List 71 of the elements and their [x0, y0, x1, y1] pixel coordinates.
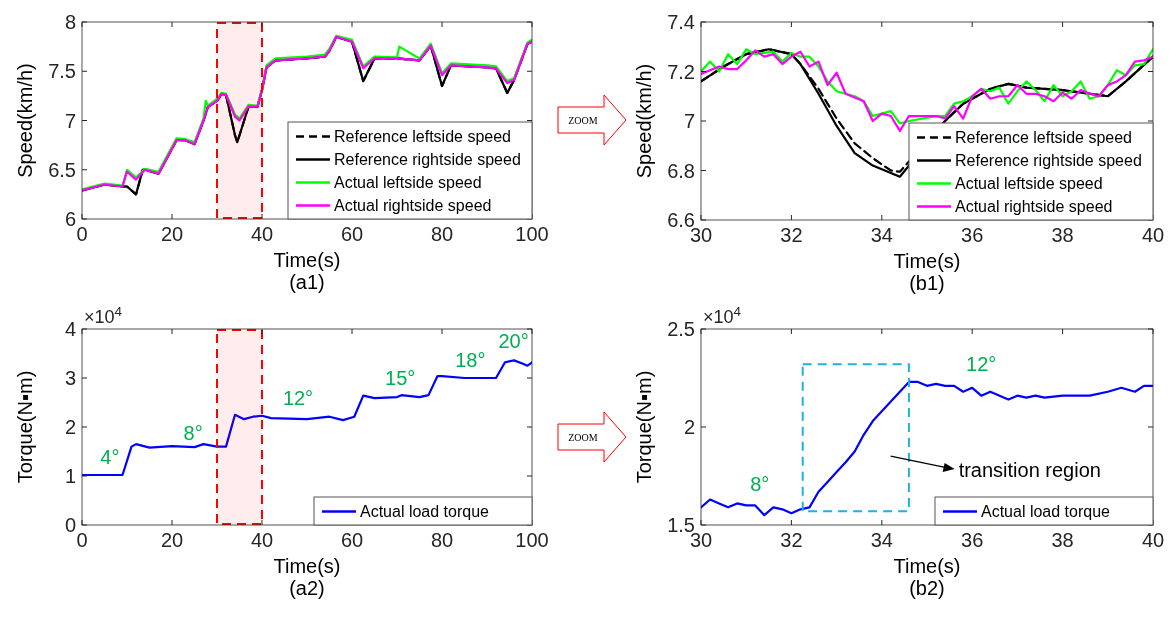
x-tick-label: 40: [250, 529, 274, 551]
y-tick-label: 2: [64, 416, 76, 438]
x-tick-label: 80: [430, 223, 454, 245]
y-axis-title: Speed(km/h): [633, 63, 655, 179]
text: (b2): [909, 577, 945, 599]
x-axis-title: Time(s): [273, 249, 341, 271]
text: (a2): [289, 577, 325, 599]
text: (a1): [289, 271, 325, 293]
y-tick-label: 6: [64, 208, 76, 230]
y-axis-title: Speed(km/h): [14, 63, 36, 178]
x-tick-label: 60: [340, 529, 364, 551]
y-tick-label: 1: [64, 465, 76, 487]
x-tick-label: 36: [961, 529, 984, 551]
y-tick-label: 7.5: [48, 60, 76, 83]
annotation: 4°: [100, 445, 120, 468]
x-tick-label: 34: [870, 529, 893, 551]
legend-label: Actual rightside speed: [334, 197, 492, 215]
x-tick-label: 34: [870, 224, 893, 246]
x-tick-label: 40: [250, 223, 274, 245]
x-tick-label: 20: [160, 529, 184, 551]
x-tick-label: 60: [340, 223, 364, 245]
y-tick-label: 6.5: [48, 158, 76, 181]
chart-subtitle: ×10$^{4}$: [84, 303, 123, 327]
legend-label: Reference rightside speed: [955, 152, 1142, 170]
y-tick-label: 0: [64, 514, 76, 536]
legend-label: Reference rightside speed: [334, 151, 521, 169]
chart-subtitle: ×10$^{4}$: [703, 303, 742, 327]
x-tick-label: 36: [961, 224, 984, 246]
x-axis-title: Time(s): [273, 555, 341, 577]
annotation: 15°: [385, 367, 416, 389]
legend-label: Reference leftside speed: [955, 129, 1132, 147]
x-tick-label: 32: [780, 529, 803, 551]
x-axis-title: Time(s): [893, 250, 961, 272]
annotation: 20°: [498, 330, 529, 353]
legend-label: Actual load torque: [360, 503, 490, 521]
x-tick-label: 40: [1141, 224, 1165, 246]
y-tick-label: 2: [683, 416, 695, 438]
legend-label: Actual leftside speed: [334, 174, 482, 192]
y-tick-label: 8: [64, 11, 76, 33]
x-tick-label: 32: [780, 224, 803, 246]
y-tick-label: 7: [64, 109, 76, 132]
text: ZOOM: [568, 115, 598, 126]
x-tick-label: 20: [160, 223, 184, 245]
y-tick-label: 2.5: [667, 318, 695, 340]
text: ZOOM: [568, 432, 598, 443]
x-axis-title: Time(s): [893, 555, 961, 577]
legend-label: Actual load torque: [981, 503, 1111, 521]
x-tick-label: 40: [1141, 529, 1165, 551]
legend-label: Reference leftside speed: [334, 128, 511, 146]
y-axis-title: Torque(N▪m): [633, 370, 655, 484]
legend-label: Actual rightside speed: [955, 198, 1113, 216]
y-tick-label: 7.4: [667, 11, 695, 33]
y-tick-label: 7: [683, 110, 695, 132]
annotation: 18°: [455, 348, 486, 371]
x-tick-label: 100: [515, 223, 549, 245]
x-tick-label: 80: [430, 529, 454, 551]
annotation: 12°: [966, 353, 997, 376]
annotation: 12°: [282, 387, 314, 410]
y-tick-label: 4: [64, 318, 76, 340]
legend-label: Actual leftside speed: [955, 175, 1103, 193]
x-tick-label: 38: [1051, 529, 1074, 551]
annotation: transition region: [958, 459, 1101, 482]
text: (b1): [909, 272, 945, 294]
y-tick-label: 7.2: [667, 60, 695, 83]
x-tick-label: 38: [1051, 224, 1074, 246]
annotation: 8°: [183, 422, 203, 445]
x-tick-label: 100: [515, 529, 549, 551]
annotation: 8°: [750, 472, 770, 495]
y-tick-label: 6.8: [667, 159, 695, 182]
y-axis-title: Torque(N▪m): [14, 370, 36, 484]
y-tick-label: 3: [64, 367, 76, 389]
